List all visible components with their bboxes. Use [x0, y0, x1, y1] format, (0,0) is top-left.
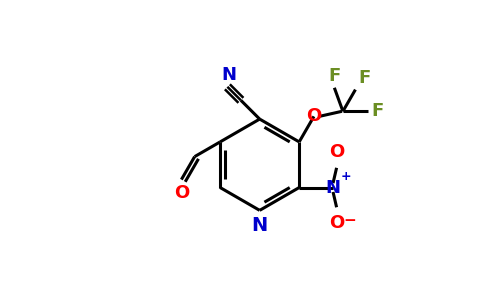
Text: +: +	[341, 170, 351, 183]
Text: N: N	[221, 66, 236, 84]
Text: F: F	[358, 69, 371, 87]
Text: N: N	[252, 216, 268, 235]
Text: O: O	[306, 107, 321, 125]
Text: F: F	[328, 67, 340, 85]
Text: −: −	[343, 213, 356, 228]
Text: N: N	[326, 178, 341, 196]
Text: O: O	[174, 184, 189, 202]
Text: O: O	[329, 214, 344, 232]
Text: F: F	[371, 102, 383, 120]
Text: O: O	[329, 143, 344, 161]
